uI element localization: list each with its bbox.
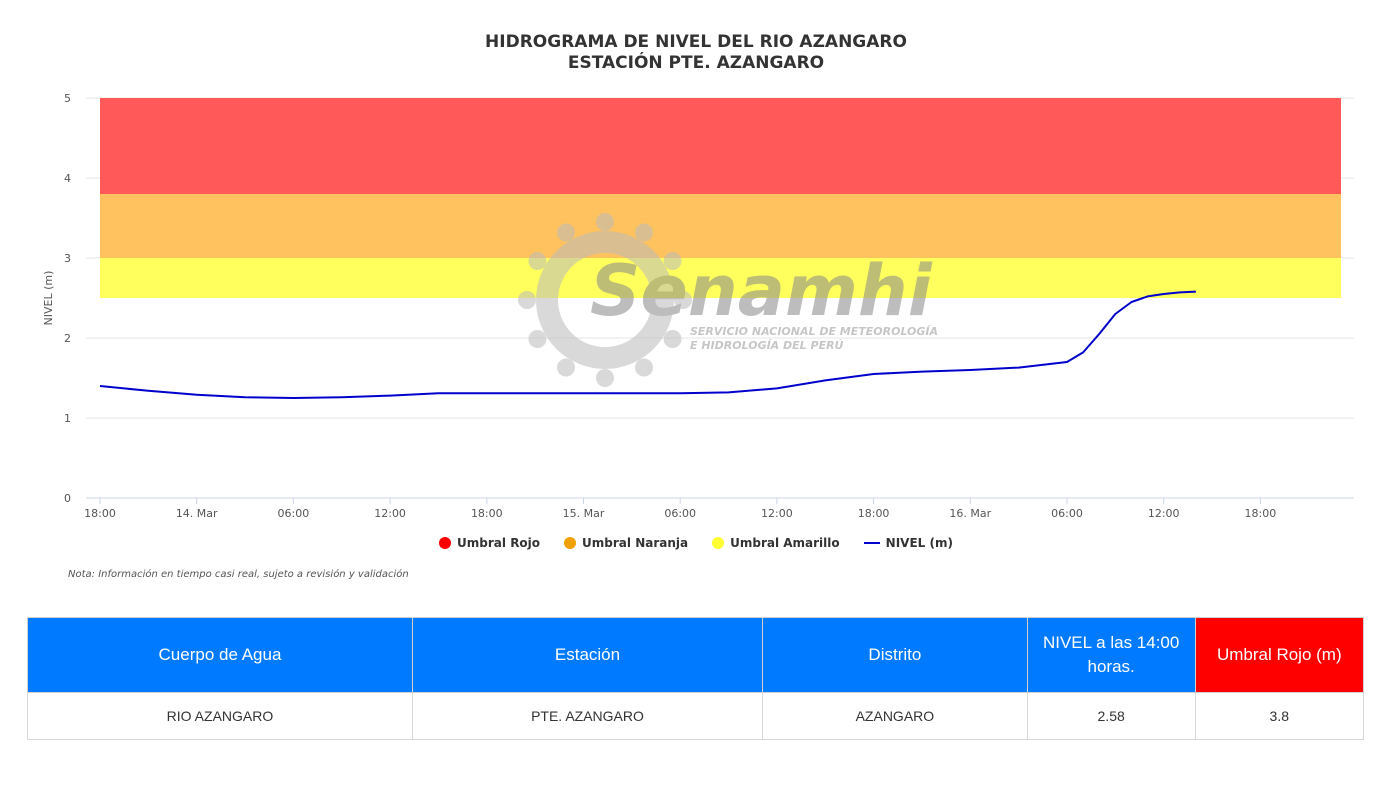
cell-distrito: AZANGARO bbox=[762, 692, 1028, 740]
sun-ray-icon bbox=[557, 223, 575, 242]
cell-nivel: 2.58 bbox=[1026, 692, 1196, 740]
y-axis-label: NIVEL (m) bbox=[42, 271, 55, 326]
cell-cuerpo: RIO AZANGARO bbox=[27, 692, 413, 740]
table-row: RIO AZANGARO PTE. AZANGARO AZANGARO 2.58… bbox=[27, 692, 1365, 740]
header-distrito: Distrito bbox=[762, 617, 1028, 693]
x-tick-label: 15. Mar bbox=[563, 507, 605, 520]
x-tick-label: 18:00 bbox=[1245, 507, 1277, 520]
x-tick-label: 18:00 bbox=[858, 507, 890, 520]
legend-label-naranja: Umbral Naranja bbox=[582, 536, 689, 550]
cell-estacion: PTE. AZANGARO bbox=[411, 692, 764, 740]
y-tick-label: 1 bbox=[64, 412, 71, 425]
threshold-band bbox=[100, 194, 1341, 258]
legend-item-naranja[interactable]: Umbral Naranja bbox=[564, 536, 688, 550]
legend-item-rojo[interactable]: Umbral Rojo bbox=[439, 536, 540, 550]
chart-container: Senamhi SERVICIO NACIONAL DE METEOROLOGÍA… bbox=[0, 32, 1392, 580]
x-tick-label: 12:00 bbox=[1148, 507, 1180, 520]
legend-item-amarillo[interactable]: Umbral Amarillo bbox=[712, 536, 840, 550]
watermark-name: Senamhi bbox=[590, 250, 933, 332]
x-tick-label: 06:00 bbox=[1051, 507, 1083, 520]
x-tick-label: 06:00 bbox=[664, 507, 696, 520]
sun-ray-icon bbox=[596, 369, 614, 387]
x-tick-label: 14. Mar bbox=[176, 507, 218, 520]
cell-umbral-rojo: 3.8 bbox=[1194, 692, 1365, 740]
y-tick-label: 0 bbox=[64, 492, 71, 505]
x-tick-label: 16. Mar bbox=[949, 507, 991, 520]
header-nivel: NIVEL a las 14:00 horas. bbox=[1026, 617, 1196, 693]
threshold-band bbox=[100, 258, 1341, 298]
sun-logo-icon bbox=[536, 231, 674, 369]
legend-label-nivel: NIVEL (m) bbox=[885, 536, 953, 550]
table-header-row: Cuerpo de Agua Estación Distrito NIVEL a… bbox=[27, 617, 1365, 693]
sun-ray-icon bbox=[635, 223, 653, 242]
legend-item-nivel[interactable]: NIVEL (m) bbox=[863, 536, 953, 550]
sun-ray-icon bbox=[674, 291, 692, 309]
legend-label-amarillo: Umbral Amarillo bbox=[730, 536, 840, 550]
y-tick-label: 3 bbox=[64, 252, 71, 265]
sun-ray-icon bbox=[635, 358, 653, 377]
sun-ray-icon bbox=[596, 213, 614, 231]
threshold-band bbox=[100, 98, 1341, 194]
legend-line-nivel bbox=[863, 542, 880, 544]
watermark-subtitle: E HIDROLOGÍA DEL PERÚ bbox=[690, 339, 844, 352]
header-umbral-rojo: Umbral Rojo (m) bbox=[1194, 617, 1365, 693]
y-tick-label: 2 bbox=[64, 332, 71, 345]
legend-dot-amarillo bbox=[712, 537, 725, 549]
legend-dot-naranja bbox=[564, 537, 577, 549]
header-cuerpo: Cuerpo de Agua bbox=[27, 617, 413, 693]
x-tick-label: 12:00 bbox=[374, 507, 406, 520]
header-estacion: Estación bbox=[411, 617, 764, 693]
y-tick-label: 4 bbox=[64, 172, 71, 185]
legend-dot-rojo bbox=[439, 537, 452, 549]
x-tick-label: 12:00 bbox=[761, 507, 793, 520]
sun-ray-icon bbox=[528, 330, 547, 348]
legend-label-rojo: Umbral Rojo bbox=[457, 536, 541, 550]
x-tick-label: 06:00 bbox=[278, 507, 310, 520]
sun-ray-icon bbox=[557, 358, 575, 377]
x-tick-label: 18:00 bbox=[84, 507, 116, 520]
chart-legend: Umbral Rojo Umbral Naranja Umbral Amaril… bbox=[0, 536, 1392, 550]
sun-ray-icon bbox=[663, 252, 682, 270]
sun-ray-icon bbox=[518, 291, 536, 309]
sun-ray-icon bbox=[663, 330, 682, 348]
sun-ray-icon bbox=[528, 252, 547, 270]
chart-note: Nota: Información en tiempo casi real, s… bbox=[68, 569, 409, 580]
chart-title: HIDROGRAMA DE NIVEL DEL RIO AZANGARO bbox=[485, 32, 907, 52]
x-tick-label: 18:00 bbox=[471, 507, 503, 520]
station-table: Cuerpo de Agua Estación Distrito NIVEL a… bbox=[27, 617, 1365, 740]
series-line-nivel bbox=[99, 290, 1196, 399]
watermark-subtitle: SERVICIO NACIONAL DE METEOROLOGÍA bbox=[690, 325, 938, 338]
y-tick-label: 5 bbox=[64, 92, 71, 105]
chart-subtitle: ESTACIÓN PTE. AZANGARO bbox=[567, 53, 825, 73]
